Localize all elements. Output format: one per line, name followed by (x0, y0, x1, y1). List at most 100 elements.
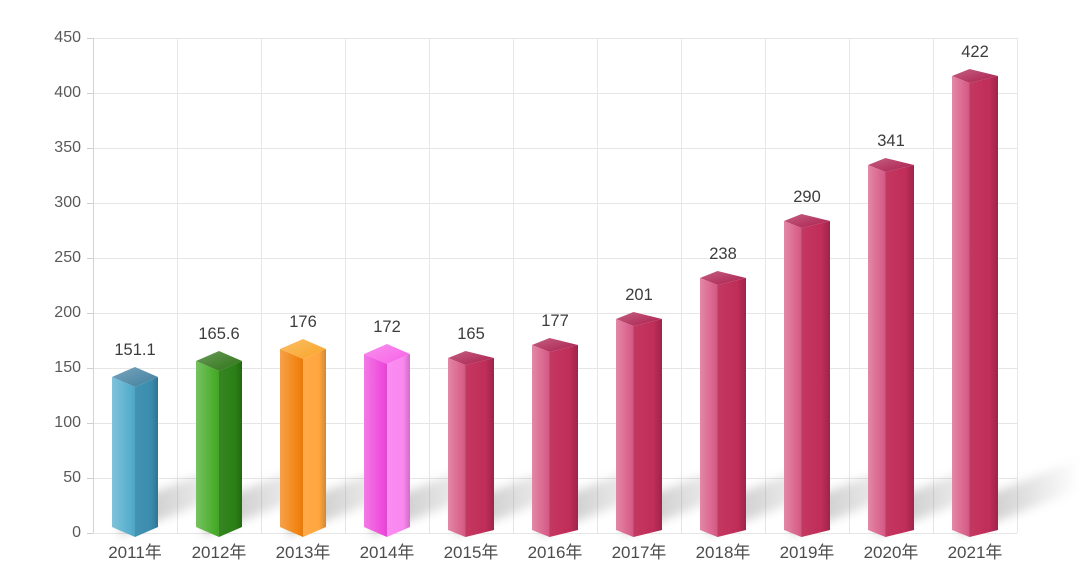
x-axis-label: 2021年 (947, 543, 1003, 562)
x-axis-label: 2019年 (779, 543, 835, 562)
bar-value-label: 176 (289, 313, 317, 331)
bar-right-face (633, 319, 662, 537)
bar-2014年 (364, 344, 410, 537)
bar-value-label: 290 (793, 188, 821, 206)
gridline-vertical (429, 38, 430, 533)
bar-2015年 (448, 351, 494, 537)
bar-left-face (952, 76, 970, 537)
bar-value-label: 172 (373, 318, 401, 336)
gridline-vertical (765, 38, 766, 533)
bar-right-face (969, 76, 998, 537)
y-axis-tick (87, 313, 93, 314)
gridline-vertical (513, 38, 514, 533)
gridline-vertical (345, 38, 346, 533)
gridline-horizontal (93, 93, 1017, 94)
gridline-vertical (597, 38, 598, 533)
bar-2013年 (280, 339, 326, 537)
bar-2016年 (532, 338, 578, 537)
gridline-vertical (849, 38, 850, 533)
y-axis-tick (87, 478, 93, 479)
x-axis-label: 2013年 (275, 543, 331, 562)
y-axis-tick-label: 300 (54, 194, 81, 211)
y-axis-tick (87, 38, 93, 39)
bar-right-face (885, 165, 914, 537)
y-axis-tick-label: 250 (54, 249, 81, 266)
bar-2018年 (700, 271, 746, 537)
bar-right-face (549, 345, 578, 537)
x-axis-label: 2014年 (359, 543, 415, 562)
bar-value-label: 177 (541, 312, 569, 330)
bar-value-label: 165.6 (198, 325, 240, 343)
bar-2012年 (196, 351, 242, 537)
gridline-horizontal (93, 148, 1017, 149)
gridline-vertical (261, 38, 262, 533)
bar-value-label: 201 (625, 286, 653, 304)
bar-left-face (868, 165, 886, 537)
bar-top-face (448, 351, 494, 365)
y-axis-tick-label: 50 (63, 469, 81, 486)
y-axis-tick-label: 400 (54, 84, 81, 101)
bar-top-face (532, 338, 578, 352)
gridline-horizontal (93, 258, 1017, 259)
bar-left-face (196, 361, 219, 537)
bar-right-face (219, 361, 242, 537)
y-axis-tick (87, 203, 93, 204)
bar-value-label: 341 (877, 132, 905, 150)
bar-left-face (280, 349, 303, 537)
bar-left-face (784, 221, 802, 537)
bar-top-face (700, 271, 746, 285)
y-axis-tick (87, 533, 93, 534)
bar-right-face (465, 358, 494, 537)
bar-top-face (784, 214, 830, 228)
bar-2017年 (616, 312, 662, 537)
y-axis-tick (87, 258, 93, 259)
bar-left-face (532, 345, 550, 537)
gridline-horizontal (93, 203, 1017, 204)
x-axis-label: 2012年 (191, 543, 247, 562)
y-axis-tick (87, 148, 93, 149)
bar-value-label: 151.1 (114, 341, 156, 359)
bar-value-label: 165 (457, 325, 485, 343)
bar-2020年 (868, 158, 914, 537)
x-axis-label: 2020年 (863, 543, 919, 562)
bar-top-face (952, 69, 998, 83)
bar-top-face (616, 312, 662, 326)
y-axis-tick-label: 100 (54, 414, 81, 431)
bar-left-face (616, 319, 634, 537)
bar-left-face (448, 358, 466, 537)
x-axis-label: 2017年 (611, 543, 667, 562)
bar-right-face (801, 221, 830, 537)
bar-right-face (303, 349, 326, 537)
gridline-vertical (177, 38, 178, 533)
gridline-vertical (1017, 38, 1018, 533)
bar-left-face (700, 278, 718, 537)
bar-right-face (717, 278, 746, 537)
x-axis-label: 2016年 (527, 543, 583, 562)
y-axis-line (93, 38, 94, 533)
y-axis-tick (87, 368, 93, 369)
y-axis-tick (87, 423, 93, 424)
x-axis-label: 2015年 (443, 543, 499, 562)
x-axis-label: 2018年 (695, 543, 751, 562)
bar-left-face (112, 377, 135, 537)
bar-left-face (364, 354, 387, 537)
bar-right-face (135, 377, 158, 537)
bar-2019年 (784, 214, 830, 537)
bar-value-label: 238 (709, 245, 737, 263)
y-axis-tick (87, 93, 93, 94)
gridline-horizontal (93, 38, 1017, 39)
y-axis-tick-label: 450 (54, 29, 81, 46)
gridline-vertical (681, 38, 682, 533)
gridline-vertical (933, 38, 934, 533)
y-axis-tick-label: 150 (54, 359, 81, 376)
x-axis-label: 2011年 (108, 543, 162, 562)
y-axis-tick-label: 0 (72, 524, 81, 541)
gridline-horizontal (93, 313, 1017, 314)
y-axis-tick-label: 200 (54, 304, 81, 321)
bar-top-face (868, 158, 914, 172)
